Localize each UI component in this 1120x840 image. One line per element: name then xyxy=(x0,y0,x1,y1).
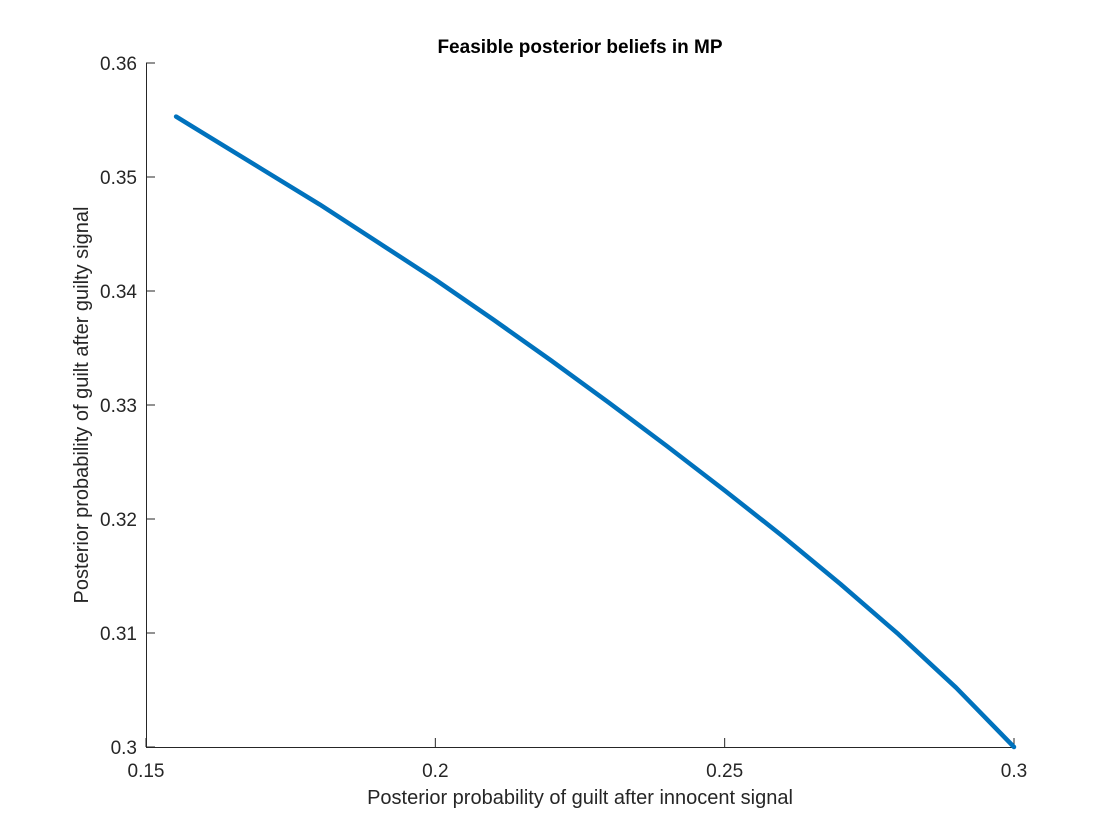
x-tick-label: 0.2 xyxy=(422,761,448,782)
x-axis-label: Posterior probability of guilt after inn… xyxy=(367,787,793,809)
x-tick-label: 0.3 xyxy=(1001,761,1027,782)
chart-title: Feasible posterior beliefs in MP xyxy=(437,37,722,58)
y-tick-label: 0.36 xyxy=(100,54,137,75)
plot-area: 0.15 0.2 0.25 0.3 0.3 0.31 0.32 0.33 0.34 0.35 0.3… xyxy=(100,54,1027,782)
y-tick-label: 0.31 xyxy=(100,624,137,645)
x-tick-label: 0.25 xyxy=(706,761,743,782)
y-tick-label: 0.32 xyxy=(100,510,137,531)
series-line xyxy=(173,114,1017,750)
y-tick-label: 0.33 xyxy=(100,396,137,417)
y-tick-label: 0.35 xyxy=(100,168,137,189)
y-tick-label: 0.3 xyxy=(111,738,137,759)
y-tick-label: 0.34 xyxy=(100,282,137,303)
y-axis-label: Posterior probability of guilt after gui… xyxy=(71,207,93,604)
x-tick-label: 0.15 xyxy=(128,761,165,782)
